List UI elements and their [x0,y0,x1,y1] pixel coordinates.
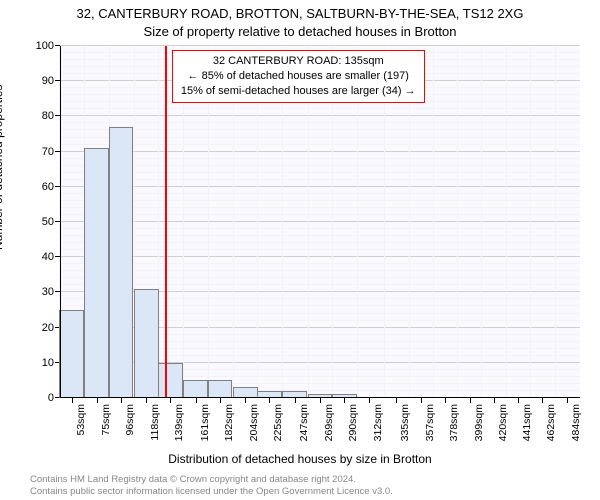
x-tick-label: 441sqm [521,404,533,454]
x-tick-label: 139sqm [173,404,185,454]
y-tick-label: 60 [24,181,54,193]
copyright-line-2: Contains public sector information licen… [30,486,393,497]
histogram-bar [208,380,233,398]
x-tick-label: 118sqm [149,404,161,454]
x-tick-label: 378sqm [448,404,460,454]
histogram-bar [158,363,183,398]
x-tick-label: 182sqm [223,404,235,454]
x-tick-label: 161sqm [199,404,211,454]
x-tick-label: 462sqm [545,404,557,454]
chart-subtitle: Size of property relative to detached ho… [0,24,600,39]
x-tick-label: 290sqm [347,404,359,454]
copyright-line-1: Contains HM Land Registry data © Crown c… [30,474,356,485]
x-tick-label: 399sqm [473,404,485,454]
x-tick-label: 269sqm [323,404,335,454]
y-tick-label: 100 [24,40,54,52]
annotation-line-3: 15% of semi-detached houses are larger (… [181,85,416,97]
x-tick-label: 75sqm [100,404,112,454]
y-tick-label: 70 [24,146,54,158]
x-tick-label: 335sqm [399,404,411,454]
y-tick-label: 0 [24,392,54,404]
x-tick-label: 420sqm [497,404,509,454]
y-tick-label: 30 [24,286,54,298]
y-tick-label: 50 [24,216,54,228]
x-tick-label: 96sqm [124,404,136,454]
x-axis-label: Distribution of detached houses by size … [0,452,600,466]
histogram-bar [84,148,109,398]
x-tick-label: 225sqm [272,404,284,454]
x-tick-label: 312sqm [372,404,384,454]
y-axis-label: Number of detached properties [0,85,5,250]
histogram-bar [183,380,208,398]
histogram-bar [109,127,134,398]
y-tick-label: 10 [24,357,54,369]
y-tick-label: 40 [24,251,54,263]
chart-container: 32, CANTERBURY ROAD, BROTTON, SALTBURN-B… [0,0,600,500]
y-tick-label: 20 [24,322,54,334]
chart-title: 32, CANTERBURY ROAD, BROTTON, SALTBURN-B… [0,6,600,21]
y-tick-label: 80 [24,110,54,122]
histogram-bar [59,310,84,398]
property-marker-line [165,46,167,398]
x-tick-label: 247sqm [298,404,310,454]
plot-area: 010203040506070809010053sqm75sqm96sqm118… [60,46,580,398]
annotation-line-1: 32 CANTERBURY ROAD: 135sqm [213,55,384,67]
x-tick-label: 484sqm [570,404,582,454]
y-tick-label: 90 [24,75,54,87]
x-tick-label: 53sqm [75,404,87,454]
histogram-bar [134,289,159,398]
x-tick-label: 357sqm [424,404,436,454]
x-tick-label: 204sqm [248,404,260,454]
annotation-line-2: ← 85% of detached houses are smaller (19… [188,70,409,82]
copyright-notice: Contains HM Land Registry data © Crown c… [0,474,600,498]
annotation-box: 32 CANTERBURY ROAD: 135sqm ← 85% of detac… [172,50,425,103]
